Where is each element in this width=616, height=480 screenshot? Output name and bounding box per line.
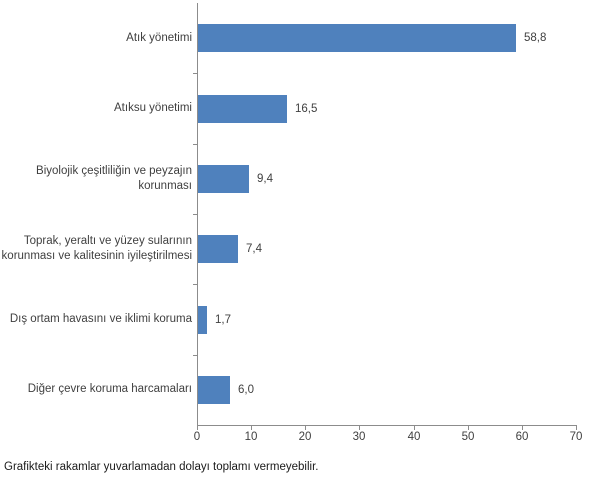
y-axis-tick: [193, 214, 197, 215]
y-axis-tick: [193, 73, 197, 74]
x-axis-tick: [251, 426, 252, 430]
x-axis-tick: [576, 426, 577, 430]
value-label: 1,7: [215, 314, 231, 326]
y-axis-tick: [193, 355, 197, 356]
x-axis-tick: [359, 426, 360, 430]
chart-footnote: Grafikteki rakamlar yuvarlamadan dolayı …: [4, 461, 319, 473]
bar: [198, 95, 287, 123]
category-label: Dış ortam havasını ve iklimi koruma: [9, 313, 192, 325]
x-axis-tick: [414, 426, 415, 430]
x-axis-tick-label: 60: [515, 431, 529, 443]
value-label: 7,4: [246, 243, 262, 255]
category-label: Atık yönetimi: [126, 32, 192, 44]
value-label: 58,8: [524, 32, 547, 44]
category-label: Diğer çevre koruma harcamaları: [27, 383, 192, 395]
x-axis-tick-label: 50: [461, 431, 475, 443]
bar: [198, 165, 249, 193]
x-axis-tick-label: 30: [352, 431, 366, 443]
value-label: 16,5: [295, 103, 318, 115]
category-label: Toprak, yeraltı ve yüzey sularının korun…: [1, 235, 192, 262]
bar: [198, 306, 207, 334]
category-label: Biyolojik çeşitliliğin ve peyzajın korun…: [36, 165, 192, 192]
value-label: 6,0: [238, 384, 254, 396]
x-axis-tick-label: 70: [569, 431, 583, 443]
x-axis-tick: [468, 426, 469, 430]
bar: [198, 376, 230, 404]
value-label: 9,4: [257, 173, 273, 185]
y-axis-tick: [193, 144, 197, 145]
x-axis-tick: [522, 426, 523, 430]
bar: [198, 235, 238, 263]
category-label: Atıksu yönetimi: [114, 102, 192, 114]
x-axis-tick-label: 40: [407, 431, 421, 443]
x-axis-tick: [197, 426, 198, 430]
y-axis-tick: [193, 284, 197, 285]
x-axis-tick: [305, 426, 306, 430]
bar: [198, 24, 516, 52]
x-axis-tick-label: 10: [244, 431, 258, 443]
x-axis-tick-label: 20: [298, 431, 312, 443]
plot-area: 58,8 16,5 9,4 7,4 1,7 6,0: [197, 3, 577, 426]
x-axis-tick-label: 0: [193, 431, 201, 443]
